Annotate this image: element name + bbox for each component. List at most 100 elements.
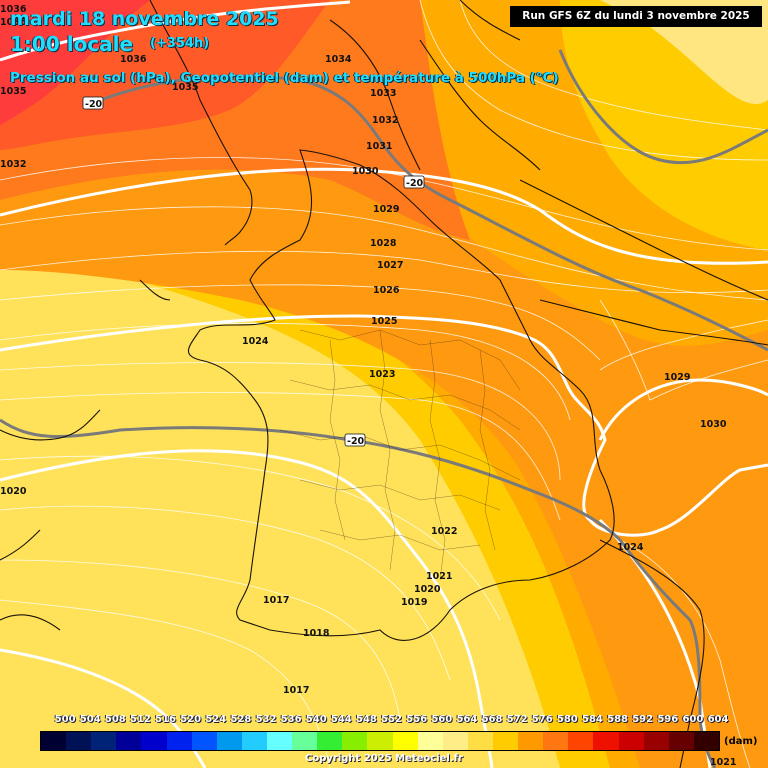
isobar-label: 1030: [352, 166, 379, 177]
color-legend-bar: [40, 731, 720, 751]
legend-tick-label: 572: [506, 714, 528, 725]
legend-tick-label: 504: [79, 714, 101, 725]
isobar-label: 1017: [283, 685, 309, 696]
isobar-label: 1029: [373, 204, 399, 215]
isobar-label: 1022: [431, 526, 457, 537]
isobar-label: 1027: [377, 260, 403, 271]
isobar-label: 1035: [0, 86, 26, 97]
legend-tick-label: 568: [481, 714, 503, 725]
legend-swatch: [492, 732, 519, 750]
legend-tick-label: 528: [230, 714, 252, 725]
region-borders: [279, 329, 521, 581]
legend-swatch: [442, 732, 468, 750]
legend-tick-label: 592: [632, 714, 654, 725]
legend-tick-label: 584: [582, 714, 603, 725]
legend-tick-label: 600: [682, 714, 704, 725]
isobar-label: 1019: [401, 597, 427, 608]
isotherm-label: -20: [85, 99, 103, 110]
isobar-label: 1018: [303, 628, 330, 639]
legend-tick-label: 508: [104, 714, 126, 725]
legend-tick-label: 516: [155, 714, 176, 725]
isotherm-label: -20: [406, 178, 424, 189]
copyright-text: Copyright 2025 Meteociel.fr: [305, 753, 463, 764]
legend-swatch: [266, 732, 293, 750]
forecast-date: mardi 18 novembre 2025: [10, 8, 279, 30]
isotherm-labels: -20 -20 -20: [82, 96, 425, 447]
legend-swatch: [342, 732, 368, 750]
legend-swatch: [317, 732, 343, 750]
legend-swatch: [618, 732, 644, 750]
legend-tick-label: 532: [255, 714, 277, 725]
legend-tick-labels: 500 504 508 512 516 520 524 528 532 536 540 544 548 5…: [40, 714, 729, 728]
isobar-label: 1030: [700, 419, 727, 430]
legend-tick-label: 536: [280, 714, 302, 725]
legend-tick-label: 520: [180, 714, 202, 725]
legend-unit: (dam): [724, 736, 758, 747]
isobar-label: 1026: [373, 285, 400, 296]
legend-tick-label: 540: [305, 714, 327, 725]
forecast-lead: (+354h): [150, 36, 210, 51]
legend-tick-label: 512: [130, 714, 151, 725]
isobar-label: 1021: [426, 571, 452, 582]
isobar-label: 1029: [664, 372, 690, 383]
isotherm-label: -20: [347, 436, 365, 447]
legend-tick-label: 588: [607, 714, 628, 725]
isobar-label: 1028: [370, 238, 397, 249]
isobar-label: 1020: [0, 486, 27, 497]
isobar-label: 1023: [369, 369, 395, 380]
legend-swatch: [241, 732, 267, 750]
isobar-label: 1031: [366, 141, 392, 152]
legend-swatch: [417, 732, 443, 750]
isobar-label: 1032: [372, 115, 398, 126]
legend-swatch: [367, 732, 393, 750]
legend-tick-label: 580: [556, 714, 578, 725]
legend-swatch: [91, 732, 117, 750]
legend-swatch: [41, 732, 67, 750]
legend-swatch: [518, 732, 544, 750]
legend-tick-label: 524: [205, 714, 227, 725]
isobar-label: 1025: [371, 316, 397, 327]
isobar-label: 1036: [0, 17, 27, 28]
legend-swatch: [392, 732, 418, 750]
legend-swatch: [66, 732, 92, 750]
legend-tick-label: 544: [330, 714, 352, 725]
legend-tick-label: 500: [54, 714, 76, 725]
isobar-label: 1036: [0, 4, 27, 15]
forecast-time: 1:00 locale: [10, 32, 134, 56]
legend-tick-label: 604: [707, 714, 729, 725]
legend-tick-label: 576: [531, 714, 553, 725]
legend-swatch: [568, 732, 594, 750]
legend-tick-label: 548: [356, 714, 377, 725]
isobar-label: 1020: [414, 584, 441, 595]
legend-swatch: [292, 732, 318, 750]
legend-tick-label: 560: [431, 714, 453, 725]
isobar-label: 1033: [370, 88, 396, 99]
legend-swatch: [216, 732, 242, 750]
legend-swatch: [467, 732, 493, 750]
legend-swatch: [141, 732, 167, 750]
isobar-label: 1035: [172, 82, 198, 93]
isobar-label: 1032: [0, 159, 26, 170]
legend-swatch: [668, 732, 694, 750]
legend-swatch: [166, 732, 192, 750]
isobar-label: 1017: [263, 595, 289, 606]
legend-swatch: [116, 732, 142, 750]
legend-tick-label: 552: [381, 714, 402, 725]
isobar-label: 1024: [617, 542, 644, 553]
legend-swatch: [693, 732, 719, 750]
map-subtitle: Pression au sol (hPa), Geopotentiel (dam…: [10, 70, 559, 86]
legend-tick-label: 556: [406, 714, 428, 725]
isobar-label: 1024: [242, 336, 269, 347]
legend-swatch: [191, 732, 217, 750]
isobar-label: 1034: [325, 54, 352, 65]
isobar-label: 1036: [120, 54, 147, 65]
legend-swatch: [643, 732, 669, 750]
legend-swatch: [543, 732, 569, 750]
legend-tick-label: 596: [657, 714, 679, 725]
